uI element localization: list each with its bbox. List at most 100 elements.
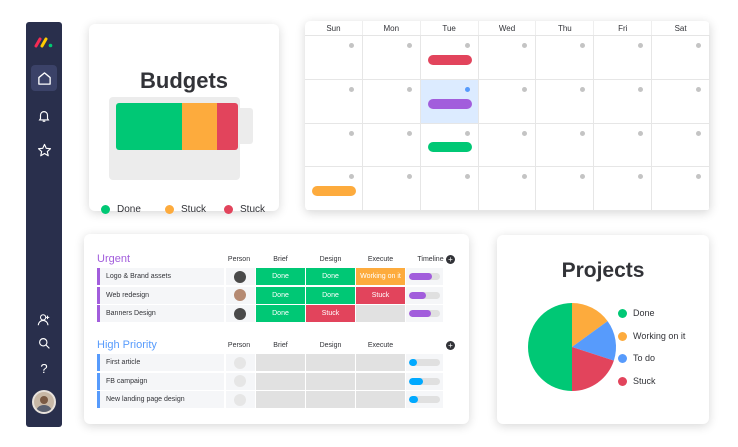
column-header[interactable]: Execute <box>367 342 394 349</box>
timeline-bar[interactable] <box>409 396 440 403</box>
execute-status-cell[interactable]: Stuck <box>356 286 405 304</box>
legend-label: Stuck <box>181 204 207 215</box>
group-title[interactable]: Urgent <box>97 253 131 265</box>
person-avatar[interactable] <box>234 289 246 301</box>
pie-slice-working-on-it[interactable] <box>572 303 608 347</box>
pie-slice-to-do[interactable] <box>572 321 616 361</box>
help-icon[interactable]: ? <box>40 360 48 376</box>
calendar-day-dot <box>580 86 586 92</box>
search-icon[interactable] <box>31 330 57 356</box>
group-title[interactable]: High Priority <box>97 339 157 351</box>
item-name[interactable]: Banners Design <box>100 305 224 322</box>
design-status-cell[interactable]: Done <box>306 286 355 304</box>
calendar-cell[interactable] <box>594 36 653 80</box>
timeline-bar[interactable] <box>409 310 440 317</box>
execute-status-cell[interactable] <box>356 391 405 408</box>
column-header[interactable]: Person <box>227 256 251 263</box>
calendar-cell[interactable] <box>536 79 595 124</box>
person-avatar[interactable] <box>234 307 246 320</box>
add-user-icon[interactable] <box>31 307 57 333</box>
brief-status-cell[interactable]: Done <box>256 268 305 285</box>
item-name[interactable]: Web redesign <box>100 286 224 304</box>
calendar-cell[interactable] <box>420 36 479 80</box>
home-icon[interactable] <box>31 65 57 91</box>
brief-status-cell[interactable]: Done <box>256 286 305 304</box>
calendar-cell[interactable] <box>536 167 595 211</box>
brief-status-cell[interactable] <box>256 372 305 390</box>
calendar-cell[interactable] <box>478 123 537 168</box>
item-name[interactable]: FB campaign <box>100 372 224 390</box>
logo-icon[interactable] <box>34 36 54 48</box>
bell-icon[interactable] <box>31 103 57 129</box>
timeline-bar[interactable] <box>409 359 440 366</box>
calendar-cell[interactable] <box>594 123 653 168</box>
column-header[interactable]: Design <box>319 256 342 263</box>
brief-status-cell[interactable] <box>256 391 305 408</box>
calendar-cell[interactable] <box>305 79 363 124</box>
calendar-cell[interactable] <box>305 123 363 168</box>
timeline-bar[interactable] <box>409 377 440 385</box>
design-status-cell[interactable]: Done <box>306 268 355 285</box>
add-column-icon[interactable]: + <box>446 341 455 350</box>
calendar-cell[interactable] <box>420 167 479 211</box>
person-avatar[interactable] <box>234 270 246 283</box>
brief-status-cell[interactable]: Done <box>256 305 305 322</box>
column-header[interactable]: Design <box>319 342 342 349</box>
calendar-cell[interactable] <box>305 167 363 211</box>
legend-label: Working on it <box>633 331 686 341</box>
calendar-day-dot <box>406 130 412 136</box>
column-header[interactable]: Execute <box>367 256 394 263</box>
column-header[interactable]: Brief <box>273 342 288 349</box>
item-name[interactable]: Logo & Brand assets <box>100 268 224 285</box>
calendar-cell[interactable] <box>362 167 421 211</box>
calendar-cell[interactable] <box>478 36 537 80</box>
battery-cap <box>240 108 253 144</box>
calendar-cell[interactable] <box>362 36 421 80</box>
calendar-event[interactable] <box>312 186 356 197</box>
calendar-day-dot <box>638 43 644 48</box>
person-placeholder[interactable] <box>234 375 246 387</box>
pie-slice-stuck[interactable] <box>572 347 614 391</box>
execute-status-cell[interactable] <box>356 372 405 390</box>
calendar-cell[interactable] <box>478 79 537 124</box>
calendar-event[interactable] <box>427 142 472 153</box>
person-placeholder[interactable] <box>234 356 246 369</box>
star-icon[interactable] <box>31 137 57 163</box>
design-status-cell[interactable] <box>306 354 355 371</box>
column-header[interactable]: Brief <box>273 256 288 263</box>
brief-status-cell[interactable] <box>256 354 305 371</box>
calendar-cell[interactable] <box>652 36 710 80</box>
avatar[interactable] <box>32 390 56 414</box>
calendar-cell[interactable] <box>652 167 710 211</box>
calendar-cell[interactable] <box>536 123 595 168</box>
calendar-cell[interactable] <box>362 123 421 168</box>
add-column-icon[interactable]: + <box>446 255 455 264</box>
calendar-cell[interactable] <box>594 167 653 211</box>
calendar-event[interactable] <box>427 54 472 65</box>
execute-status-cell[interactable] <box>356 354 405 371</box>
day-header: Wed <box>479 21 537 35</box>
design-status-cell[interactable] <box>306 372 355 390</box>
item-name[interactable]: New landing page design <box>100 391 224 408</box>
calendar-cell[interactable] <box>536 36 595 80</box>
column-header[interactable]: Person <box>227 342 251 349</box>
item-name[interactable]: First article <box>100 354 224 371</box>
calendar-cell[interactable] <box>652 123 710 168</box>
calendar-event[interactable] <box>427 98 472 109</box>
execute-status-cell[interactable]: Working on it <box>356 268 405 285</box>
timeline-bar[interactable] <box>409 273 440 280</box>
calendar-cell[interactable] <box>478 167 537 211</box>
calendar-day-dot <box>695 130 701 136</box>
calendar-cell[interactable] <box>305 36 363 80</box>
calendar-cell[interactable] <box>362 79 421 124</box>
person-placeholder[interactable] <box>234 393 246 406</box>
calendar-cell[interactable] <box>420 123 479 168</box>
pie-slice-done[interactable] <box>528 303 572 391</box>
execute-status-cell[interactable] <box>356 305 405 322</box>
design-status-cell[interactable]: Stuck <box>306 305 355 322</box>
timeline-bar[interactable] <box>409 291 440 299</box>
column-header[interactable]: Timeline <box>417 256 444 263</box>
calendar-cell[interactable] <box>594 79 653 124</box>
calendar-cell[interactable] <box>652 79 710 124</box>
design-status-cell[interactable] <box>306 391 355 408</box>
